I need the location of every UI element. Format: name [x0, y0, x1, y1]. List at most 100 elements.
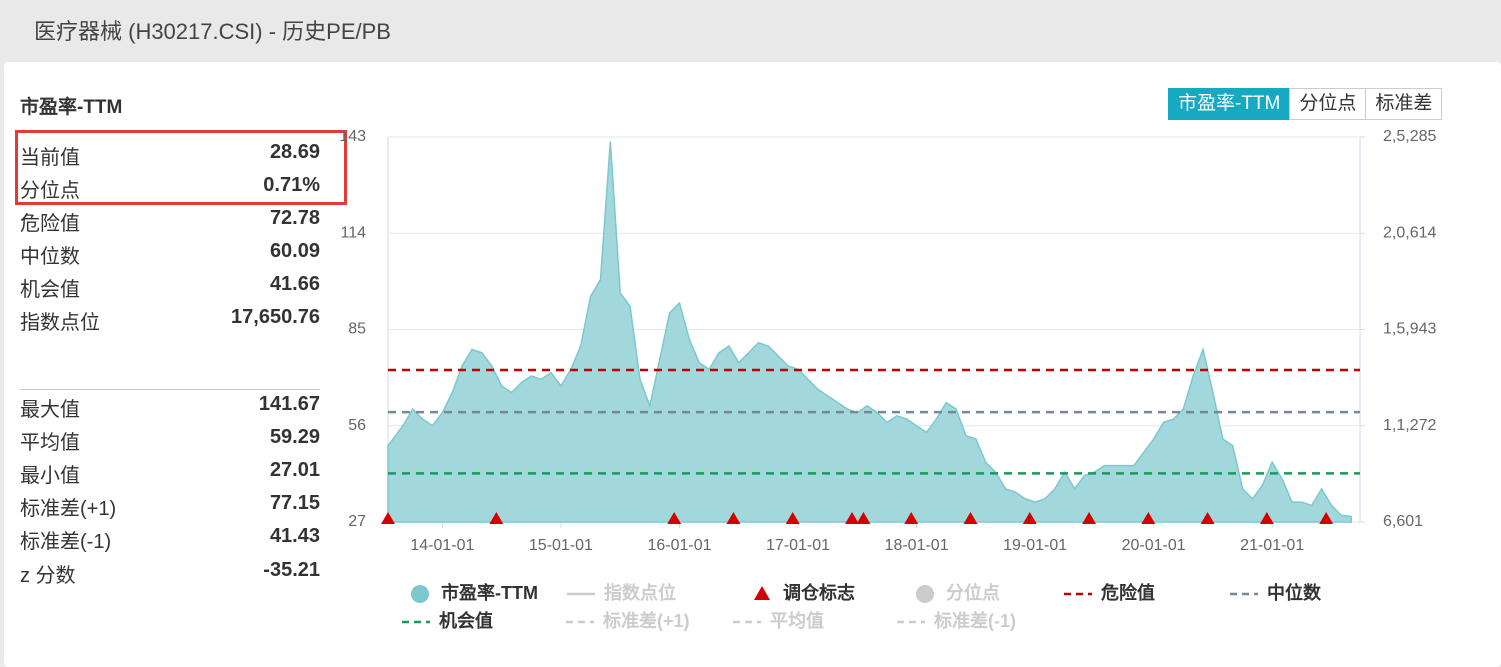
- legend-item: 指数点位: [567, 582, 676, 603]
- x-tick-label: 19-01-01: [1003, 537, 1067, 554]
- tab[interactable]: 标准差: [1365, 88, 1443, 120]
- stat-row: 最小值 27.01: [20, 459, 320, 489]
- rebalance-marker: [489, 512, 504, 524]
- stat-value: 72.78: [269, 207, 320, 229]
- stat-value: 0.71%: [263, 174, 320, 196]
- rebalance-marker: [1200, 512, 1215, 524]
- legend-item: 标准差(-1): [897, 610, 1016, 631]
- legend-label: 中位数: [1267, 582, 1322, 603]
- legend-label: 市盈率-TTM: [441, 582, 538, 603]
- legend-item: 市盈率-TTM: [411, 582, 538, 603]
- rebalance-marker: [856, 512, 871, 524]
- rebalance-marker: [1259, 512, 1274, 524]
- stat-row: 机会值 41.66: [20, 273, 320, 303]
- stat-label: 机会值: [20, 279, 80, 301]
- legend-label: 危险值: [1100, 582, 1155, 603]
- stat-label: 指数点位: [20, 312, 100, 334]
- rebalance-marker: [785, 512, 800, 524]
- x-tick-label: 21-01-01: [1240, 537, 1304, 554]
- stat-label: 标准差(-1): [20, 531, 112, 553]
- y2-tick-label: 2,0,614: [1383, 224, 1436, 241]
- tab[interactable]: 市盈率-TTM: [1168, 88, 1291, 120]
- stat-value: 60.09: [269, 240, 320, 262]
- x-tick-label: 18-01-01: [885, 537, 949, 554]
- stat-row: 平均值 59.29: [20, 426, 320, 456]
- legend-label: 机会值: [439, 610, 493, 631]
- rebalance-marker: [667, 512, 682, 524]
- separator: [20, 389, 320, 390]
- rebalance-marker: [381, 512, 395, 524]
- stat-value: 27.01: [269, 459, 320, 481]
- rebalance-marker: [1022, 512, 1037, 524]
- legend-label: 平均值: [770, 610, 824, 631]
- x-tick-label: 14-01-01: [410, 537, 474, 554]
- stat-label: 分位点: [20, 180, 80, 202]
- x-tick-label: 20-01-01: [1122, 537, 1186, 554]
- stat-value: 28.69: [269, 141, 320, 163]
- stat-value: -35.21: [263, 559, 320, 581]
- stat-label: z 分数: [20, 565, 76, 587]
- rebalance-marker: [726, 512, 741, 524]
- y2-tick-label: 2,5,285: [1383, 128, 1436, 145]
- legend-symbol: [754, 586, 770, 600]
- legend-item: 分位点: [916, 582, 1000, 603]
- stat-value: 77.15: [269, 492, 320, 514]
- legend-item: 中位数: [1230, 582, 1322, 603]
- stat-value: 17,650.76: [231, 306, 320, 328]
- stat-row: 当前值 28.69: [20, 141, 320, 171]
- stat-value: 59.29: [269, 426, 320, 448]
- area: [387, 141, 1352, 523]
- legend-item: 调仓标志: [754, 582, 855, 603]
- legend-item: 平均值: [733, 610, 824, 631]
- stat-label: 最小值: [20, 465, 80, 487]
- legend-symbol: [411, 585, 429, 603]
- legend-label: 指数点位: [604, 582, 676, 603]
- rebalance-marker: [1319, 512, 1334, 524]
- y2-tick-label: 1,1,272: [1383, 417, 1436, 434]
- stat-label: 最大值: [20, 399, 80, 421]
- stat-label: 中位数: [20, 246, 80, 268]
- legend-label: 调仓标志: [783, 582, 855, 603]
- highlight-box: [15, 130, 347, 205]
- stat-row: 中位数 60.09: [20, 240, 320, 270]
- y2-tick-label: 6,601: [1383, 513, 1423, 530]
- stat-label: 当前值: [20, 147, 80, 169]
- stat-row: 最大值 141.67: [20, 393, 320, 423]
- y-tick-label: 56: [348, 417, 366, 434]
- y-tick-label: 143: [339, 128, 366, 145]
- panel-title: 市盈率-TTM: [20, 97, 123, 118]
- stat-row: 分位点 0.71%: [20, 174, 320, 204]
- legend-item: 危险值: [1064, 582, 1155, 603]
- stat-row: z 分数 -35.21: [20, 559, 320, 589]
- legend-label: 标准差(+1): [602, 610, 690, 631]
- x-tick-label: 16-01-01: [647, 537, 711, 554]
- y-tick-label: 27: [348, 513, 366, 530]
- legend-symbol: [916, 585, 934, 603]
- stat-value: 141.67: [258, 393, 320, 415]
- rebalance-marker: [844, 512, 859, 524]
- y-tick-label: 114: [340, 224, 366, 241]
- rebalance-marker: [1082, 512, 1097, 524]
- stat-row: 危险值 72.78: [20, 207, 320, 237]
- stat-value: 41.43: [269, 525, 320, 547]
- legend-label: 分位点: [946, 582, 1000, 603]
- y-tick-label: 85: [348, 321, 366, 338]
- y2-tick-label: 1,5,943: [1383, 321, 1436, 338]
- legend-item: 标准差(+1): [566, 610, 690, 631]
- stat-label: 标准差(+1): [20, 498, 117, 520]
- tabs: 市盈率-TTM 分位点 标准差: [1168, 88, 1443, 120]
- rebalance-marker: [1141, 512, 1156, 524]
- rebalance-marker: [904, 512, 919, 524]
- legend-label: 标准差(-1): [933, 610, 1016, 631]
- stat-value: 41.66: [269, 273, 320, 295]
- x-tick-label: 15-01-01: [529, 537, 593, 554]
- x-tick-label: 17-01-01: [766, 537, 830, 554]
- page-title: 医疗器械 (H30217.CSI) - 历史PE/PB: [34, 19, 391, 44]
- legend-item: 机会值: [402, 610, 493, 631]
- stat-row: 标准差(-1) 41.43: [20, 525, 320, 555]
- stat-row: 标准差(+1) 77.15: [20, 492, 320, 522]
- stat-label: 平均值: [20, 432, 80, 454]
- stat-label: 危险值: [20, 213, 80, 235]
